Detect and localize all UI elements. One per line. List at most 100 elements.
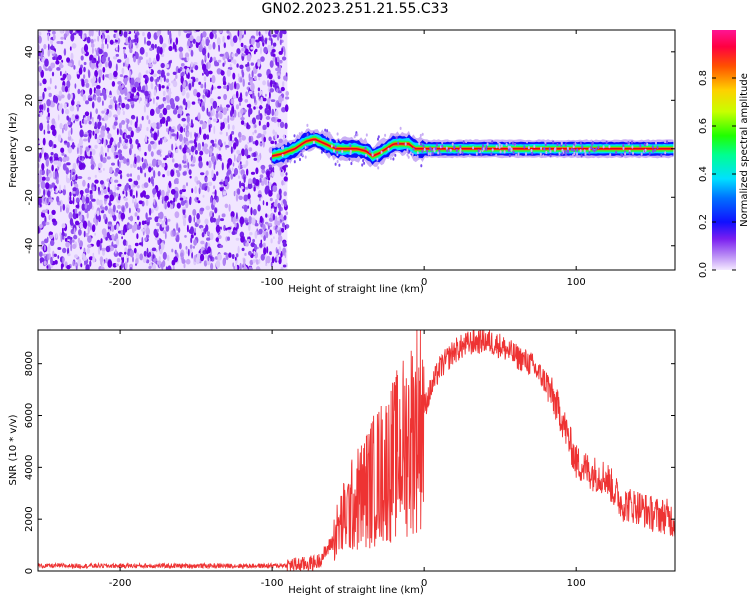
noise-speck	[195, 77, 199, 82]
noise-speck	[231, 231, 236, 235]
noise-speck	[268, 166, 273, 171]
noise-speck	[90, 111, 92, 120]
noise-speck	[51, 118, 56, 126]
noise-speck	[69, 218, 74, 226]
noise-speck	[38, 31, 42, 36]
noise-speck	[47, 33, 50, 42]
noise-speck	[253, 106, 256, 110]
noise-speck	[109, 166, 113, 174]
noise-speck	[49, 77, 52, 85]
noise-speck	[126, 158, 130, 163]
noise-speck	[49, 188, 53, 192]
noise-speck	[216, 153, 219, 161]
noise-speck	[63, 235, 66, 240]
noise-speck	[159, 248, 163, 255]
band-speck	[591, 142, 594, 146]
noise-speck	[86, 115, 91, 122]
noise-speck	[100, 34, 103, 39]
noise-speck	[212, 212, 215, 218]
noise-speck	[171, 133, 176, 137]
noise-speck	[101, 247, 106, 252]
noise-speck	[217, 153, 222, 160]
noise-speck	[236, 48, 241, 55]
y-tick-label: -20	[24, 189, 35, 205]
noise-speck	[94, 96, 97, 101]
noise-speck	[130, 114, 136, 120]
noise-speck	[47, 112, 51, 118]
band-speck	[660, 153, 663, 158]
noise-speck	[85, 82, 90, 89]
noise-speck	[62, 163, 67, 171]
noise-speck	[190, 131, 192, 139]
noise-speck	[173, 256, 178, 263]
noise-speck	[233, 190, 236, 197]
noise-speck	[177, 227, 181, 233]
noise-speck	[94, 232, 96, 236]
noise-speck	[240, 42, 244, 48]
noise-speck	[51, 62, 56, 69]
noise-speck	[128, 207, 131, 214]
noise-speck	[202, 94, 205, 99]
noise-speck	[146, 115, 149, 120]
noise-speck	[258, 106, 263, 109]
noise-speck	[143, 250, 147, 257]
noise-speck	[70, 138, 74, 142]
noise-speck	[222, 35, 225, 44]
noise-speck	[167, 91, 172, 95]
noise-speck	[156, 190, 161, 198]
noise-speck	[266, 246, 269, 254]
noise-speck	[264, 37, 268, 45]
noise-speck	[56, 196, 60, 203]
noise-speck	[78, 59, 81, 67]
noise-speck	[240, 117, 245, 121]
noise-speck	[70, 93, 73, 100]
noise-speck	[234, 222, 237, 228]
noise-speck	[149, 47, 153, 51]
noise-speck	[109, 139, 113, 146]
noise-speck	[122, 256, 125, 264]
x-tick-label: -200	[109, 277, 132, 288]
noise-speck	[202, 121, 207, 130]
noise-speck	[219, 111, 223, 120]
noise-speck	[266, 109, 271, 116]
noise-speck	[204, 148, 210, 155]
noise-speck	[254, 139, 259, 146]
noise-speck	[144, 134, 148, 143]
band-speck	[286, 159, 289, 163]
noise-speck	[283, 191, 287, 197]
noise-speck	[127, 250, 131, 257]
noise-speck	[91, 60, 96, 64]
noise-speck	[177, 107, 183, 116]
noise-speck	[97, 162, 103, 169]
noise-speck	[151, 158, 157, 167]
noise-speck	[65, 241, 70, 248]
band-speck	[364, 146, 367, 150]
noise-speck	[77, 176, 83, 179]
noise-speck	[260, 56, 265, 62]
noise-speck	[153, 97, 155, 105]
noise-speck	[257, 92, 260, 98]
noise-speck	[217, 59, 222, 63]
noise-speck	[105, 62, 108, 68]
noise-speck	[129, 71, 132, 78]
noise-speck	[184, 214, 187, 219]
band-speck	[640, 152, 643, 156]
band-speck	[605, 140, 608, 144]
noise-speck	[241, 47, 246, 52]
noise-speck	[43, 103, 46, 111]
noise-speck	[245, 160, 249, 167]
noise-speck	[271, 108, 275, 116]
noise-speck	[196, 213, 200, 220]
band-speck	[419, 133, 422, 138]
band-speck	[377, 166, 380, 170]
noise-speck	[182, 80, 186, 89]
noise-speck	[284, 252, 287, 259]
chart-title: GN02.2023.251.21.55.C33	[261, 1, 449, 17]
noise-speck	[254, 75, 257, 81]
noise-speck	[39, 122, 44, 132]
noise-speck	[101, 125, 106, 132]
noise-speck	[174, 44, 177, 51]
noise-speck	[51, 218, 57, 223]
noise-speck	[173, 197, 176, 203]
noise-speck	[40, 180, 46, 190]
